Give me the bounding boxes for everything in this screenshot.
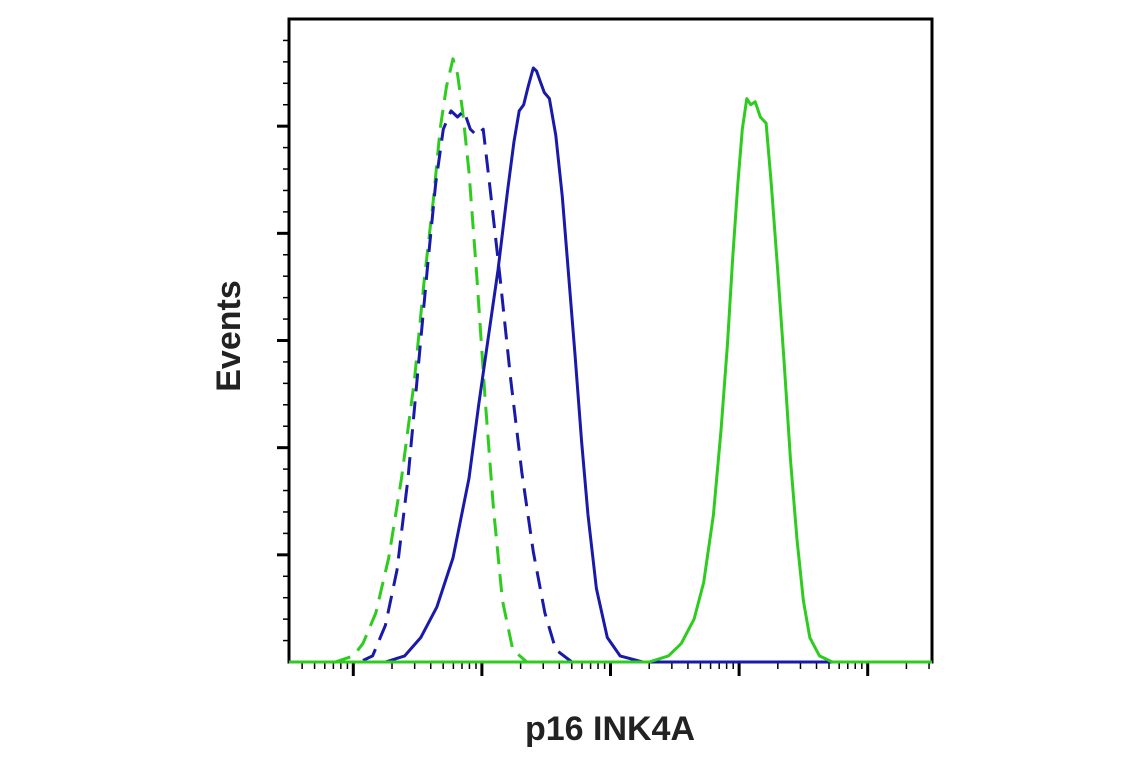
series-line-1 xyxy=(305,57,528,664)
x-axis-ticks xyxy=(301,662,930,676)
series-line-4 xyxy=(289,97,932,664)
y-axis-ticks xyxy=(277,39,289,642)
series-line-3 xyxy=(337,66,932,664)
x-axis-title: p16 INK4A xyxy=(525,710,695,748)
series-layer xyxy=(289,57,932,664)
y-axis-title: Events xyxy=(210,280,248,392)
series-line-2 xyxy=(335,109,573,664)
